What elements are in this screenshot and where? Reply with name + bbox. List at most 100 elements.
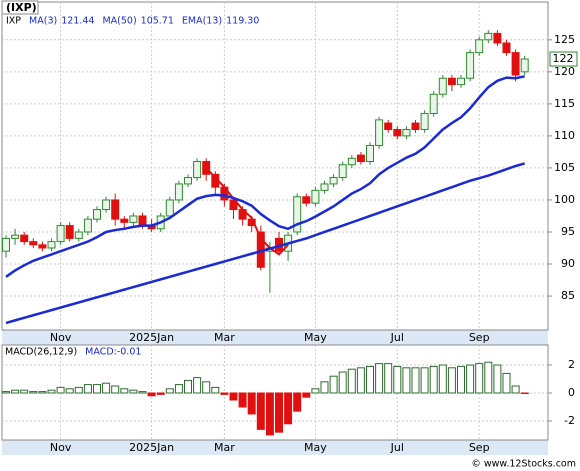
candle-body: [47, 241, 56, 249]
macd-value: MACD:-0.01: [85, 347, 141, 358]
candle-body: [120, 218, 129, 223]
macd-bar: [375, 363, 384, 394]
y-tick-label: -2: [564, 414, 575, 427]
y-tick-label: 120: [554, 65, 575, 78]
macd-bar: [256, 392, 265, 430]
macd-bar: [102, 382, 111, 394]
macd-bar: [56, 386, 65, 394]
macd-bar: [147, 392, 156, 397]
title-box: [1, 0, 39, 15]
candle-body: [338, 164, 347, 179]
candle-body: [375, 119, 384, 146]
macd-bar: [302, 392, 311, 398]
macd-bar: [511, 385, 520, 394]
y-tick-label: 2: [568, 358, 575, 371]
macd-bar: [411, 367, 420, 394]
macd-bar: [393, 365, 402, 394]
candle-body: [393, 128, 402, 137]
y-tick-label: 115: [554, 97, 575, 110]
candle-body: [111, 199, 120, 220]
macd-bar: [457, 365, 465, 394]
x-tick-label: 2025Jan: [129, 441, 174, 454]
x-axis-strip: [2, 440, 548, 455]
macd-bar: [293, 392, 302, 412]
candle-body: [502, 42, 511, 54]
candle-body: [466, 52, 475, 79]
macd-bar: [356, 367, 365, 394]
macd-bar: [366, 365, 374, 394]
y-tick-label: 125: [554, 33, 575, 46]
candle-body: [102, 199, 111, 211]
price-tag-label: 122: [553, 52, 574, 65]
y-tick-label: 85: [561, 289, 575, 302]
candle-body: [402, 128, 411, 137]
macd-bar: [311, 388, 320, 394]
macd-bar: [502, 372, 511, 394]
macd-title: MACD(26,12,9): [5, 347, 77, 358]
candle-body: [65, 225, 74, 239]
candle-body: [138, 215, 147, 227]
candle-body: [11, 234, 20, 239]
macd-bar: [129, 389, 138, 394]
macd-bar: [265, 392, 274, 436]
y-tick-label: 105: [554, 161, 575, 174]
price-tag: [549, 51, 578, 67]
macd-bar: [11, 389, 20, 394]
macd-bar: [247, 392, 256, 415]
macd-bar: [520, 392, 529, 394]
x-tick-label: Sep: [469, 331, 490, 344]
macd-bar: [384, 363, 393, 394]
macd-bar: [184, 379, 192, 394]
x-tick-label: May: [304, 331, 327, 344]
legend-item: MA(3): [29, 16, 57, 27]
macd-bar: [65, 388, 74, 394]
candle-body: [347, 157, 356, 166]
macd-bar: [2, 391, 10, 394]
x-tick-label: Mar: [214, 331, 235, 344]
candle-body: [447, 77, 456, 86]
macd-bar: [156, 392, 165, 395]
candle-body: [420, 112, 429, 130]
y-tick-label: 110: [554, 129, 575, 142]
line-series: [5, 75, 525, 278]
candle-body: [184, 177, 192, 185]
candle-body: [165, 199, 174, 217]
candle-body: [293, 196, 302, 233]
candle-body: [302, 196, 311, 204]
macd-bar: [475, 363, 484, 394]
macd-bar: [484, 361, 493, 394]
legend-item: 105.71: [141, 16, 174, 27]
candle-body: [20, 234, 29, 243]
macd-bar: [420, 367, 429, 394]
x-tick-label: Jul: [390, 441, 404, 454]
candle-body: [411, 122, 420, 130]
macd-bar: [320, 381, 329, 394]
x-tick-label: 2025Jan: [129, 331, 174, 344]
macd-bar: [429, 365, 438, 394]
candle-body: [29, 241, 38, 246]
macd-bar: [111, 385, 120, 394]
macd-bar: [202, 381, 211, 394]
macd-bar: [20, 389, 29, 394]
candle-body: [366, 145, 374, 163]
macd-bar: [220, 392, 229, 395]
candle-body: [384, 122, 393, 130]
candle-body: [56, 225, 65, 243]
macd-bar: [347, 368, 356, 394]
macd-bar: [174, 384, 183, 394]
legend-item: 121.44: [61, 16, 94, 27]
macd-bar: [93, 384, 101, 394]
candle-body: [320, 183, 329, 191]
line-series: [5, 162, 526, 325]
macd-bar: [29, 391, 38, 394]
x-tick-label: Jul: [390, 331, 404, 344]
candle-body: [2, 237, 10, 252]
line-series: [205, 167, 289, 256]
candle-body: [83, 218, 92, 233]
macd-bar: [284, 392, 293, 425]
candle-body: [129, 215, 138, 223]
x-tick-label: Nov: [50, 331, 72, 344]
candle-body: [74, 231, 83, 239]
macd-bar: [329, 375, 338, 394]
x-axis-strip: [2, 330, 548, 345]
